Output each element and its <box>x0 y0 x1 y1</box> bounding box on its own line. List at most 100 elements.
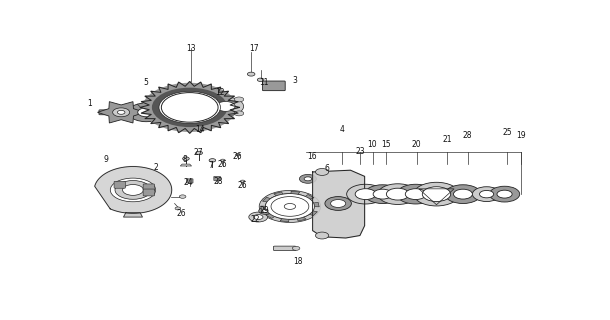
Text: 15: 15 <box>381 140 391 149</box>
FancyBboxPatch shape <box>214 176 220 180</box>
Circle shape <box>265 194 315 219</box>
Circle shape <box>234 111 244 116</box>
Circle shape <box>265 194 315 219</box>
Circle shape <box>115 180 151 199</box>
Circle shape <box>128 103 164 122</box>
Text: 21: 21 <box>443 135 452 144</box>
Circle shape <box>113 108 130 117</box>
Circle shape <box>300 174 317 183</box>
Text: 11: 11 <box>259 78 268 87</box>
Circle shape <box>489 186 520 202</box>
Circle shape <box>161 92 218 122</box>
Circle shape <box>138 108 155 117</box>
Text: 28: 28 <box>214 177 223 186</box>
Polygon shape <box>301 202 319 207</box>
Text: 1: 1 <box>87 99 92 108</box>
Circle shape <box>262 209 268 212</box>
Circle shape <box>235 154 240 156</box>
Text: 25: 25 <box>503 128 512 137</box>
Polygon shape <box>290 191 300 201</box>
Circle shape <box>110 178 156 202</box>
Circle shape <box>249 212 268 222</box>
Circle shape <box>254 215 263 220</box>
Circle shape <box>259 207 272 214</box>
Circle shape <box>175 207 181 210</box>
Circle shape <box>248 72 255 76</box>
Circle shape <box>259 190 321 222</box>
Circle shape <box>207 111 217 116</box>
Circle shape <box>220 159 225 162</box>
Circle shape <box>207 97 217 102</box>
Circle shape <box>182 157 189 160</box>
Circle shape <box>209 159 216 162</box>
Circle shape <box>179 195 186 198</box>
Text: 4: 4 <box>340 125 345 134</box>
Text: 18: 18 <box>293 257 303 266</box>
Circle shape <box>378 184 418 204</box>
Circle shape <box>346 184 384 204</box>
Polygon shape <box>299 209 317 216</box>
FancyBboxPatch shape <box>143 184 154 191</box>
Text: 7: 7 <box>209 161 213 170</box>
Circle shape <box>304 177 312 181</box>
Circle shape <box>325 196 351 210</box>
Polygon shape <box>297 195 314 203</box>
Circle shape <box>386 188 409 200</box>
Circle shape <box>405 189 426 200</box>
Text: 26: 26 <box>217 160 227 169</box>
Polygon shape <box>266 210 282 219</box>
Circle shape <box>234 97 244 102</box>
Text: 26: 26 <box>232 152 242 161</box>
Circle shape <box>373 189 392 199</box>
Polygon shape <box>123 212 143 217</box>
Circle shape <box>396 184 434 204</box>
Polygon shape <box>274 192 287 202</box>
Text: 14: 14 <box>195 125 205 134</box>
Circle shape <box>472 187 501 202</box>
Text: 3: 3 <box>292 76 297 85</box>
Text: 19: 19 <box>516 131 525 140</box>
Polygon shape <box>98 102 145 123</box>
Polygon shape <box>280 212 289 222</box>
Circle shape <box>315 232 329 239</box>
Circle shape <box>159 92 220 124</box>
Text: 12: 12 <box>216 88 225 97</box>
Circle shape <box>152 88 228 127</box>
Circle shape <box>143 83 237 132</box>
Polygon shape <box>312 170 365 238</box>
Circle shape <box>257 78 264 82</box>
Circle shape <box>196 151 203 155</box>
Text: 10: 10 <box>367 140 377 149</box>
Circle shape <box>497 190 512 198</box>
Text: 28: 28 <box>463 131 472 140</box>
Text: 8: 8 <box>182 155 187 164</box>
Text: 23: 23 <box>355 147 365 156</box>
FancyBboxPatch shape <box>262 81 285 91</box>
FancyBboxPatch shape <box>99 110 122 115</box>
FancyBboxPatch shape <box>187 179 193 183</box>
Circle shape <box>207 97 243 116</box>
Text: 6: 6 <box>325 164 329 173</box>
Circle shape <box>422 187 451 202</box>
FancyBboxPatch shape <box>143 189 154 196</box>
FancyBboxPatch shape <box>273 246 296 251</box>
FancyBboxPatch shape <box>114 181 126 188</box>
Text: 5: 5 <box>144 78 149 87</box>
Circle shape <box>414 182 459 206</box>
Circle shape <box>315 169 329 175</box>
Text: 13: 13 <box>186 44 195 53</box>
Circle shape <box>355 189 376 200</box>
Text: 26: 26 <box>238 180 248 189</box>
Polygon shape <box>140 82 239 133</box>
Text: 9: 9 <box>104 155 109 164</box>
Text: 24: 24 <box>184 178 193 187</box>
Circle shape <box>292 246 300 250</box>
Circle shape <box>479 190 493 198</box>
Circle shape <box>453 189 472 199</box>
Polygon shape <box>293 212 306 221</box>
Circle shape <box>117 110 125 114</box>
Polygon shape <box>262 197 281 204</box>
Circle shape <box>216 101 235 111</box>
Circle shape <box>240 180 245 182</box>
Text: 16: 16 <box>307 152 317 161</box>
